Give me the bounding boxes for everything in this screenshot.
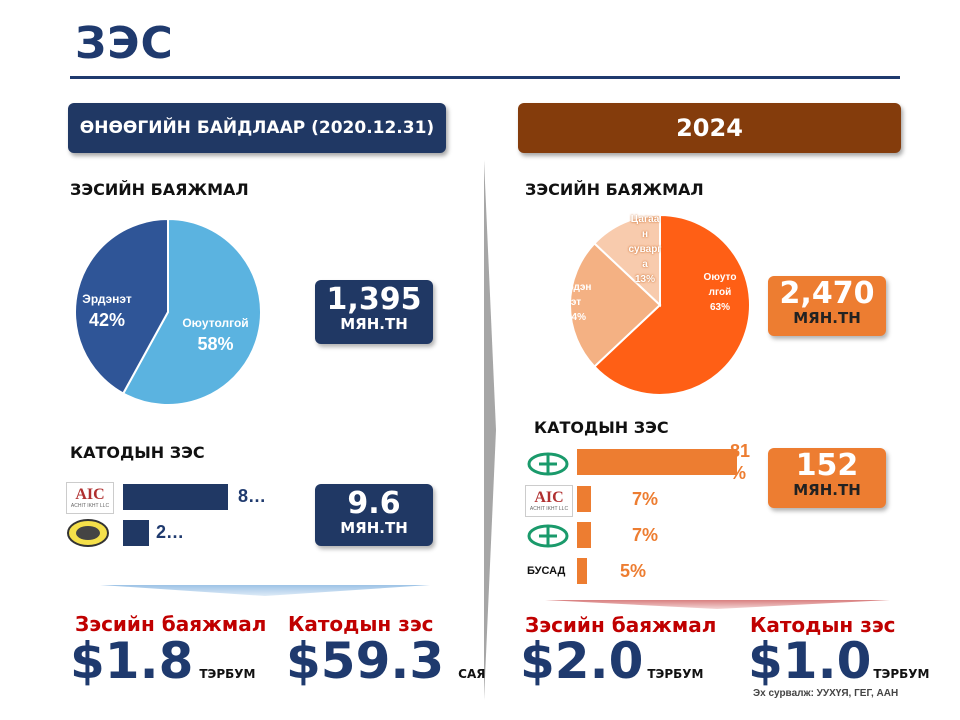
right-cathode-bar-1-label: 81 % — [730, 440, 750, 484]
right-bottom-concentrate-label: Зэсийн баяжмал — [525, 613, 717, 637]
right-cathode-unit: ТЭРБУМ — [873, 667, 930, 681]
pie-label-oyutolgoi-2024-line1: Оюуто — [703, 272, 737, 283]
pie-label-oyutolgoi-name: Оюутолгой — [182, 316, 249, 330]
left-cathode-bar-seal-label: 2… — [156, 522, 185, 542]
forecast-banner: 2024 — [518, 103, 901, 153]
left-bottom-concentrate-label: Зэсийн баяжмал — [75, 612, 267, 636]
left-cathode-value: $59.3 САЯ — [286, 634, 486, 688]
right-cathode-total: 152 МЯН.ТН — [768, 448, 886, 508]
right-cathode-value: $1.0 ТЭРБУМ — [748, 634, 930, 688]
pie-label-oyutolgoi-2024-percent: 63% — [709, 302, 730, 313]
right-cathode-bar-1-label-line1: 81 — [730, 441, 751, 461]
pie-label-erdenet-name: Эрдэнэт — [82, 292, 132, 306]
green-logo-1 — [527, 452, 569, 476]
pie-label-tsagaan-line2: н — [641, 229, 649, 240]
aic-logo: AIC ACHIT IKHT LLC — [66, 482, 114, 514]
right-cathode-bar-4-label: 5% — [620, 561, 647, 581]
aic-logo-2024-text: AIC — [534, 489, 564, 506]
left-concentrate-total-value: 1,395 — [326, 282, 422, 317]
left-cathode-total-unit: МЯН.ТН — [340, 519, 408, 537]
right-concentrate-amount: $2.0 — [520, 632, 644, 690]
left-cathode-bar-aic — [123, 484, 228, 510]
left-cathode-total: 9.6 МЯН.ТН — [315, 484, 433, 546]
center-divider — [484, 160, 496, 700]
others-label: БУСАД — [527, 565, 566, 577]
left-concentrate-heading: ЗЭСИЙН БАЯЖМАЛ — [70, 180, 249, 199]
left-cathode-total-value: 9.6 — [347, 486, 401, 521]
left-cathode-unit: САЯ — [458, 667, 486, 681]
pie-label-erdenet-2024-line2: эт — [570, 297, 582, 308]
pie-slice-oyutolgoi — [121, 217, 262, 406]
right-cathode-total-value: 152 — [795, 448, 859, 483]
right-cathode-amount: $1.0 — [748, 632, 872, 690]
right-bottom-cathode-label: Катодын зэс — [750, 613, 896, 637]
pie-label-erdenet: Эрдэнэт 42% — [72, 292, 142, 331]
source-note: Эх сурвалж: УУХҮЯ, ГЕГ, ААН — [753, 688, 899, 699]
pie-label-erdenet-2024-percent: 24% — [565, 312, 586, 323]
pie-label-tsagaan-line3: суварг — [628, 244, 662, 255]
aic-logo-2024: AIC ACHIT IKHT LLC — [525, 485, 573, 517]
right-concentrate-value: $2.0 ТЭРБУМ — [520, 634, 704, 688]
right-concentrate-total-value: 2,470 — [779, 276, 875, 311]
right-cathode-heading: КАТОДЫН ЗЭС — [534, 418, 669, 437]
pie-label-oyutolgoi-2024-line2: лгой — [708, 287, 732, 298]
right-cathode-bar-1 — [577, 449, 737, 475]
right-down-arrow — [545, 600, 890, 609]
pie-slice-tsagaan-suvarga — [592, 213, 661, 308]
right-cathode-bar-2-label: 7% — [632, 489, 659, 509]
pie-label-erdenet-2024-line1: Эрдэн — [560, 282, 592, 293]
right-concentrate-heading: ЗЭСИЙН БАЯЖМАЛ — [525, 180, 704, 199]
left-concentrate-total-unit: МЯН.ТН — [340, 315, 408, 333]
left-down-arrow — [100, 585, 430, 596]
pie-slice-oyutolgoi-2024 — [592, 213, 751, 396]
pie-label-tsagaan-percent: 13% — [634, 274, 655, 285]
pie-slice-erdenet — [74, 217, 169, 395]
right-cathode-total-unit: МЯН.ТН — [793, 481, 861, 499]
pie-label-oyutolgoi-percent: 58% — [197, 334, 234, 354]
right-cathode-bar-1-label-line2: % — [730, 463, 747, 483]
left-cathode-heading: КАТОДЫН ЗЭС — [70, 443, 205, 462]
right-concentrate-total-unit: МЯН.ТН — [793, 309, 861, 327]
title-divider — [70, 76, 900, 79]
pie-label-oyutolgoi-2024: Оюуто лгой 63% — [690, 270, 750, 315]
left-concentrate-unit: ТЭРБУМ — [199, 667, 256, 681]
pie-label-tsagaan-line4: а — [642, 259, 648, 270]
right-concentrate-unit: ТЭРБУМ — [647, 667, 704, 681]
pie-label-tsagaan-suvarga: Цагаа н суварг а 13% — [620, 212, 670, 287]
mining-seal-logo — [67, 519, 109, 547]
aic-logo-caption: ACHIT IKHT LLC — [70, 503, 110, 509]
pie-label-erdenet-percent: 42% — [88, 310, 126, 330]
left-concentrate-total: 1,395 МЯН.ТН — [315, 280, 433, 344]
aic-logo-text: AIC — [75, 486, 105, 503]
green-logo-2 — [527, 524, 569, 548]
right-concentrate-pie — [569, 213, 751, 396]
page-title: ЗЭС — [75, 18, 174, 69]
left-concentrate-amount: $1.8 — [70, 632, 194, 690]
right-concentrate-total: 2,470 МЯН.ТН — [768, 276, 886, 336]
left-bottom-cathode-label: Катодын зэс — [288, 612, 434, 636]
pie-label-oyutolgoi: Оюутолгой 58% — [168, 316, 263, 355]
right-cathode-bar-2 — [577, 486, 591, 512]
pie-slice-erdenet-2024 — [569, 241, 662, 369]
left-cathode-bar-seal — [123, 520, 150, 546]
left-cathode-amount: $59.3 — [286, 632, 445, 690]
pie-label-tsagaan-line1: Цагаа — [630, 214, 660, 225]
aic-logo-2024-caption: ACHIT IKHT LLC — [529, 506, 569, 512]
pie-label-erdenet-2024: Эрдэн эт 24% — [550, 280, 602, 325]
right-cathode-bar-4 — [577, 558, 587, 584]
left-cathode-bar-aic-label: 8… — [238, 486, 267, 506]
right-cathode-bar-3 — [577, 522, 591, 548]
right-cathode-bar-3-label: 7% — [632, 525, 659, 545]
left-concentrate-value: $1.8 ТЭРБУМ — [70, 634, 256, 688]
current-status-banner: ӨНӨӨГИЙН БАЙДЛААР (2020.12.31) — [68, 103, 446, 153]
left-concentrate-pie — [74, 217, 262, 406]
